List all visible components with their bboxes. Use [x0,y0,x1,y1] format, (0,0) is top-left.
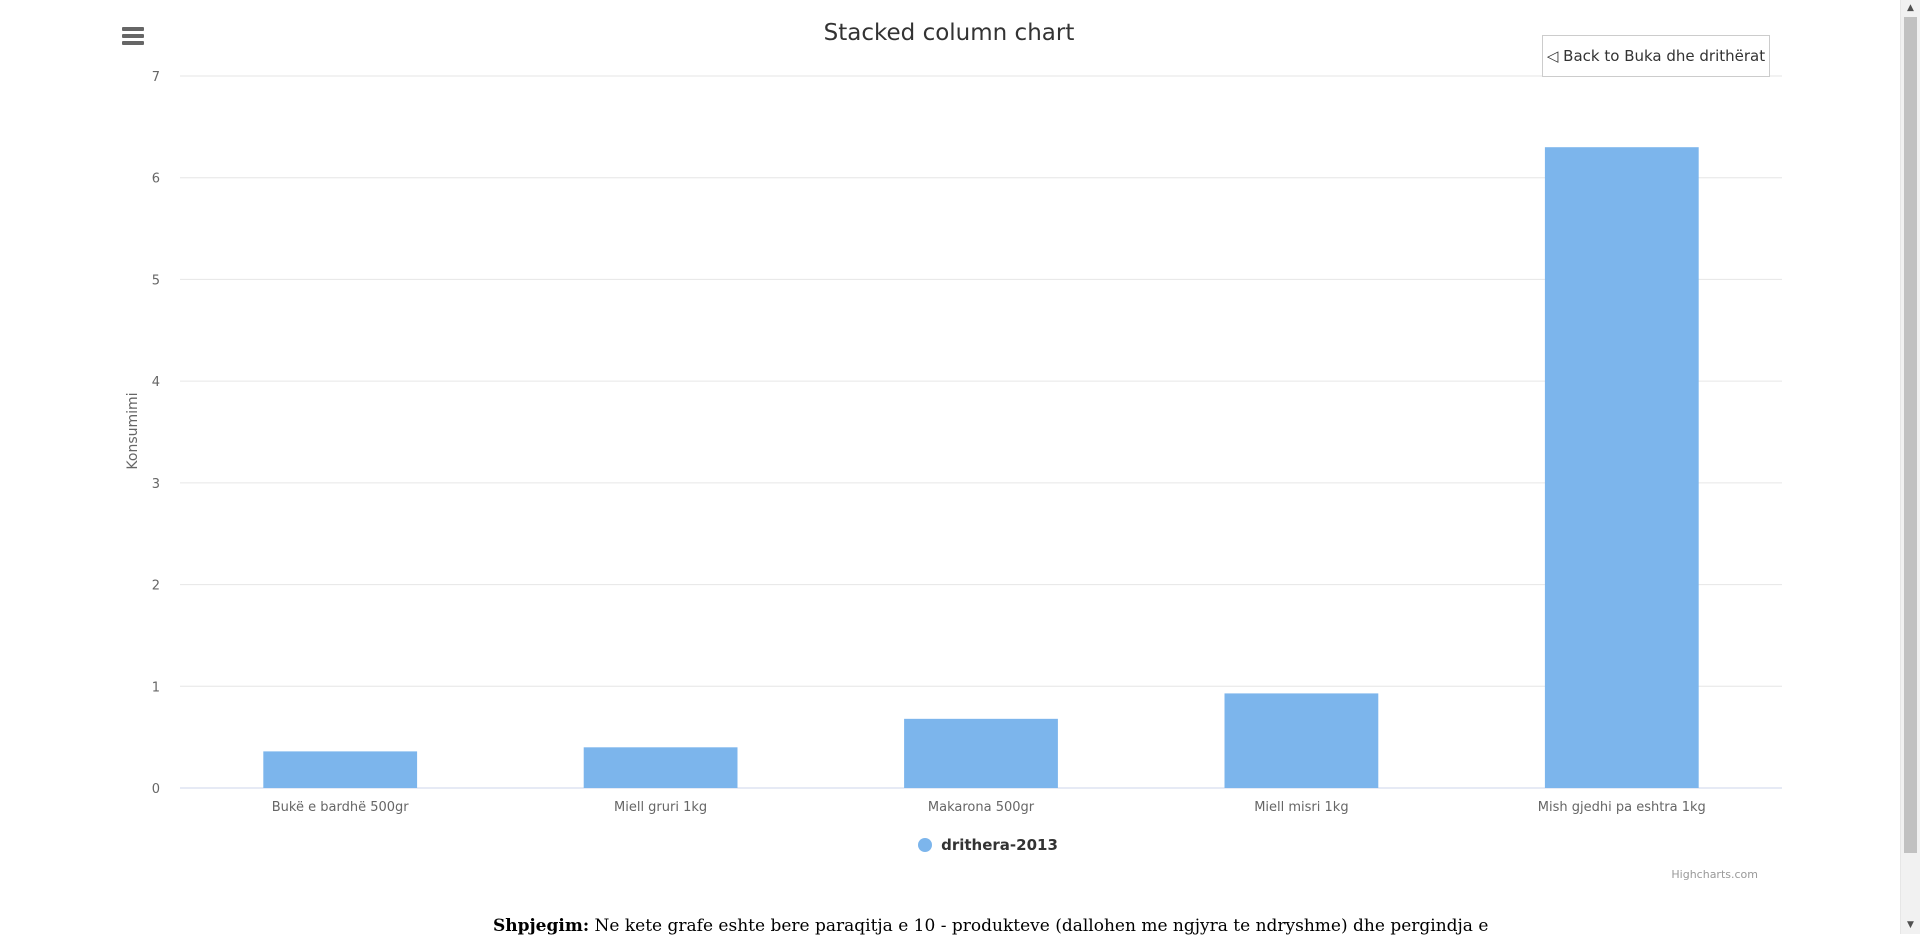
bar[interactable] [583,747,738,788]
bar[interactable] [904,718,1058,788]
x-tick-label: Miell misri 1kg [1254,800,1348,815]
chart-title: Stacked column chart [824,20,1075,46]
legend-label: drithera-2013 [941,836,1058,854]
scrollbar-thumb[interactable] [1904,17,1917,853]
hamburger-menu-icon [122,27,144,31]
vertical-scrollbar[interactable]: ▲ ▼ [1900,0,1920,934]
y-axis-labels: 0 1 2 3 4 5 6 7 [152,70,160,797]
y-tick-label: 7 [152,70,160,85]
x-axis-labels: Bukë e bardhë 500gr Miell gruri 1kg Makaro… [272,800,1706,815]
explanation-label: Shpjegim: [493,916,590,936]
explanation-text: Ne kete grafe eshte bere paraqitja e 10 … [594,916,1489,936]
legend: drithera-2013 [0,836,1896,856]
chart-menu-button[interactable] [119,24,147,50]
hamburger-menu-icon-bar [122,34,144,38]
bar[interactable] [263,751,418,788]
y-tick-label: 6 [152,172,160,187]
hamburger-menu-icon-bar [122,41,144,45]
x-tick-label: Mish gjedhi pa eshtra 1kg [1538,800,1706,815]
x-tick-label: Miell gruri 1kg [614,800,707,815]
back-to-parent-button[interactable]: ◁ Back to Buka dhe drithërat [1542,35,1770,77]
y-tick-label: 4 [152,375,160,390]
bar[interactable] [1544,147,1699,788]
y-tick-label: 5 [152,273,160,288]
legend-circle-icon [918,838,933,852]
grid-layer [180,75,1782,789]
scroll-up-arrow-icon[interactable]: ▲ [1907,3,1914,13]
legend-item-drithera-2013[interactable]: drithera-2013 [918,836,1058,854]
y-tick-label: 1 [152,680,160,695]
y-tick-label: 0 [152,782,160,797]
y-axis-title: Konsumimi [125,392,141,469]
scroll-down-arrow-icon[interactable]: ▼ [1907,920,1914,930]
x-tick-label: Makarona 500gr [928,800,1035,815]
explanation-paragraph: Shpjegim: Ne kete grafe eshte bere paraq… [493,916,1493,936]
credits-link[interactable]: Highcharts.com [1671,868,1758,881]
bars-layer [263,147,1699,788]
y-tick-label: 3 [152,477,160,492]
y-tick-label: 2 [152,579,160,594]
x-tick-label: Bukë e bardhë 500gr [272,800,410,815]
bar[interactable] [1224,693,1379,788]
